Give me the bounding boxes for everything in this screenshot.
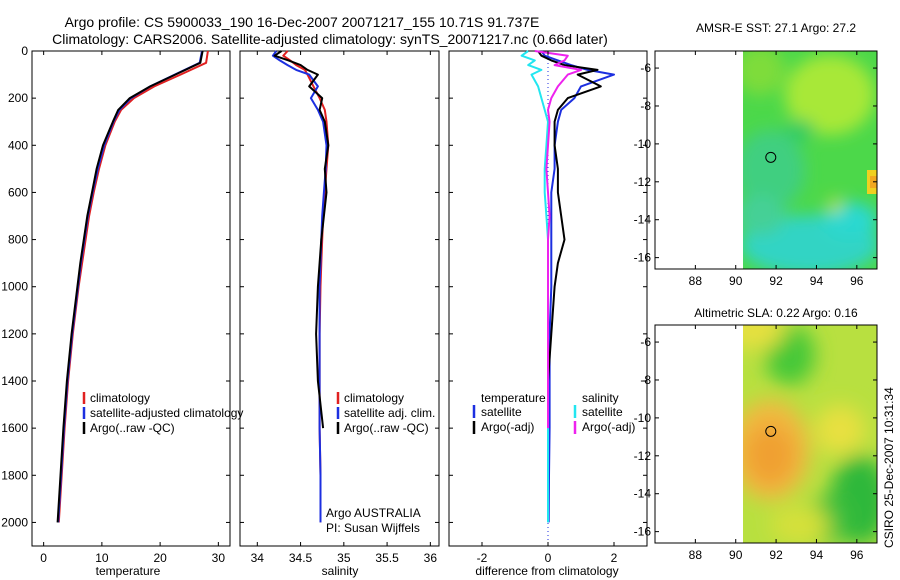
map-x-tick-label: 96 [850,548,864,562]
legend-label-argo: Argo(..raw -QC) [90,421,175,435]
x-tick-label: 36 [424,551,438,565]
y-tick-label: 2000 [1,515,28,529]
legend-label-satellite: satellite-adjusted climatology [90,406,243,420]
y-tick-label: 1200 [1,327,28,341]
sla-argo-marker [765,425,777,437]
map-y-tick-label: -14 [634,213,652,227]
series-line-satellite-adjusted-climatology [57,50,203,523]
figure-title-line2: Climatology: CARS2006. Satellite-adjuste… [52,31,608,47]
legend-label-argo: Argo(..raw -QC) [344,421,429,435]
y-tick-label: 0 [21,44,28,58]
salinity-legend: climatology satellite adj. clim. Argo(..… [336,391,435,435]
map-y-tick-label: -6 [640,61,651,75]
x-tick-label: 34 [251,551,265,565]
map-x-tick-label: 90 [729,274,743,288]
x-tick-label: 0 [40,551,47,565]
sst-map-title: AMSR-E SST: 27.1 Argo: 27.2 [696,21,856,35]
x-tick-label: 10 [95,551,109,565]
series-line-argo-raw-qc- [273,50,330,429]
map-y-tick-label: -12 [634,449,652,463]
series-line-temperature-argo-adj- [537,50,602,429]
series-line-salinity-argo-adj- [534,50,582,429]
series-line-climatology [282,50,330,523]
salinity-panel: 34 34.5 35 35.5 36 salinity climatology sate… [239,50,440,578]
x-tick-label: 35.5 [375,551,399,565]
map-y-tick-label: -16 [634,525,652,539]
sst-map-panel: AMSR-E SST: 27.1 Argo: 27.2 88 90 92 94 96 -6… [634,21,878,288]
x-tick-label: 35 [337,551,351,565]
legend-label-temp-satellite: satellite [481,405,522,419]
principal-investigator-label: PI: Susan Wijffels [326,521,420,535]
map-x-tick-label: 94 [810,548,824,562]
map-x-tick-label: 96 [850,274,864,288]
x-tick-label: 30 [212,551,226,565]
series-line-temperature-satellite [540,50,615,523]
sla-map-frame [654,324,878,544]
series-line-argo-raw-qc- [56,50,204,523]
y-tick-label: 1800 [1,468,28,482]
x-tick-label: 20 [153,551,167,565]
map-y-tick-label: -8 [640,99,651,113]
temperature-panel: 0 10 20 30 0 200 400 600 800 1000 1200 1400 1600 1800… [1,44,243,578]
temperature-legend: climatology satellite-adjusted climatolo… [82,391,243,435]
salinity-xlabel: salinity [322,564,359,578]
legend-header-salinity: salinity [582,391,619,405]
x-tick-label: -2 [477,551,488,565]
y-tick-label: 1000 [1,280,28,294]
x-tick-label: 2 [611,551,618,565]
y-tick-label: 800 [8,233,28,247]
y-tick-label: 1400 [1,374,28,388]
legend-label-sal-satellite: satellite [582,405,623,419]
sla-map-title: Altimetric SLA: 0.22 Argo: 0.16 [694,306,858,320]
sst-argo-marker [765,151,777,163]
temperature-axes-box [31,50,231,547]
map-x-tick-label: 92 [769,548,783,562]
salinity-axes-box [239,50,440,547]
temperature-xlabel: temperature [96,564,161,578]
x-tick-label: 34.5 [289,551,313,565]
map-y-tick-label: -10 [634,411,652,425]
y-tick-label: 400 [8,138,28,152]
map-y-tick-label: -12 [634,175,652,189]
figure-title-line1: Argo profile: CS 5900033_190 16-Dec-2007… [65,14,540,30]
map-y-tick-label: -8 [640,373,651,387]
difference-legend: temperature salinity satellite Argo(-adj… [472,391,635,434]
x-tick-label: 0 [545,551,552,565]
argo-program-label: Argo AUSTRALIA [326,506,421,520]
sst-heatmap [743,51,877,269]
legend-header-temperature: temperature [481,391,546,405]
difference-panel: -2 0 2 difference from climatology tempera… [448,50,648,578]
map-x-tick-label: 90 [729,548,743,562]
sst-map-frame [654,50,878,270]
map-x-tick-label: 88 [689,548,703,562]
y-tick-label: 1600 [1,421,28,435]
difference-xlabel: difference from climatology [475,564,618,578]
map-y-tick-label: -6 [640,335,651,349]
legend-label-climatology: climatology [344,391,404,405]
map-x-tick-label: 88 [689,274,703,288]
series-line-salinity-satellite [520,50,549,523]
csiro-timestamp: CSIRO 25-Dec-2007 10:31:34 [882,387,896,548]
map-y-tick-label: -16 [634,251,652,265]
map-y-tick-label: -14 [634,487,652,501]
map-x-tick-label: 94 [810,274,824,288]
map-x-tick-label: 92 [769,274,783,288]
map-y-tick-label: -10 [634,137,652,151]
legend-label-satellite: satellite adj. clim. [344,406,435,420]
sla-map-panel: Altimetric SLA: 0.22 Argo: 0.16 88 90 92 94… [634,306,878,562]
series-line-climatology [57,50,209,523]
legend-label-sal-argo: Argo(-adj) [582,420,635,434]
sla-heatmap [743,325,877,543]
y-tick-label: 200 [8,91,28,105]
y-tick-label: 600 [8,185,28,199]
legend-label-temp-argo: Argo(-adj) [481,420,534,434]
legend-label-climatology: climatology [90,391,150,405]
